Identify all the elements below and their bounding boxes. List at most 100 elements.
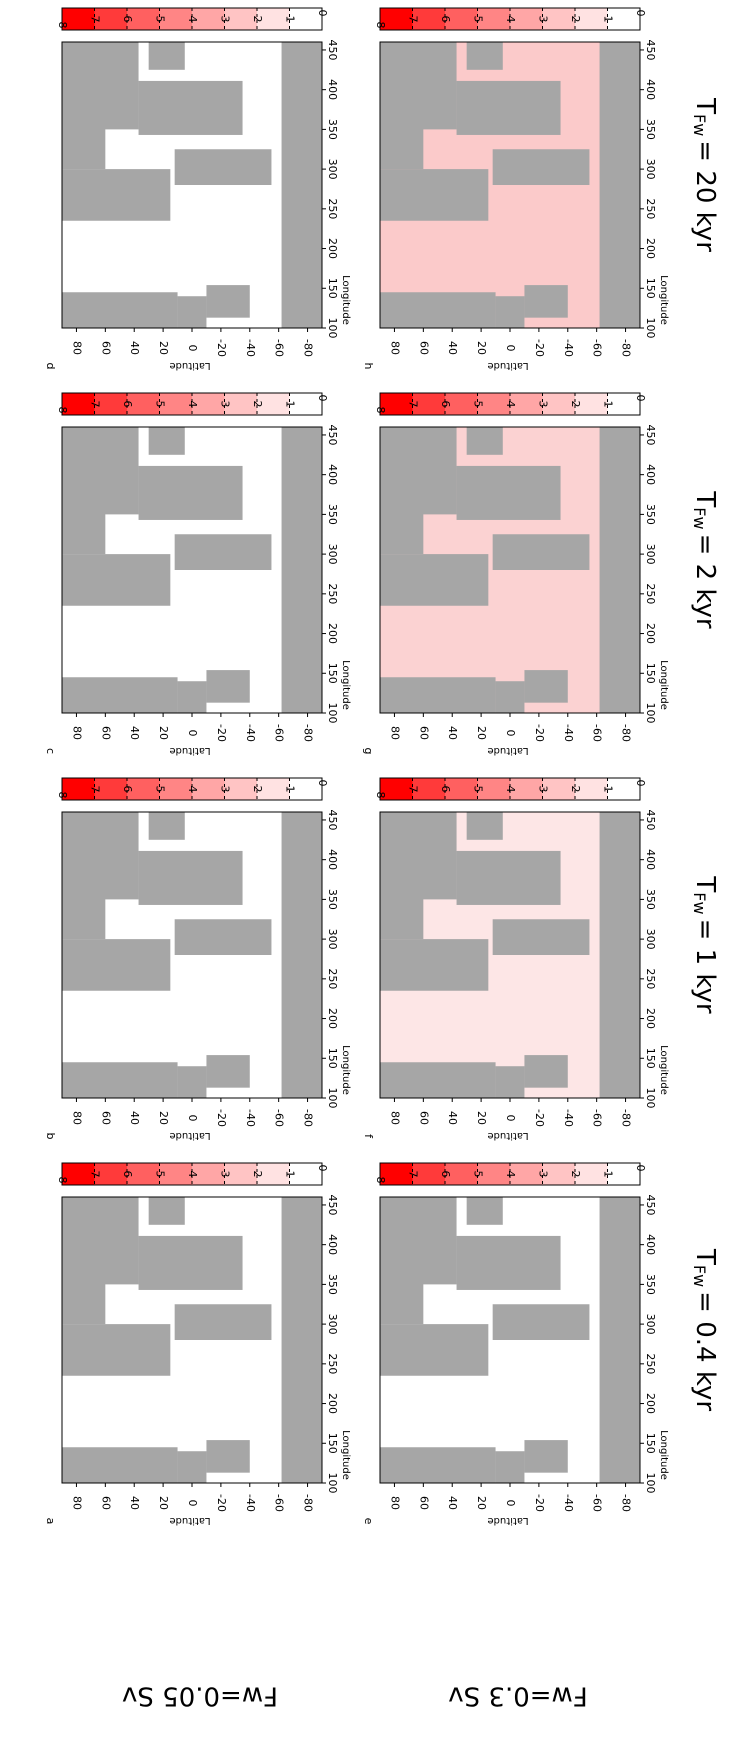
y-axis-label: Longitude xyxy=(658,1430,669,1480)
x-axis-label: Latitude xyxy=(487,1130,528,1141)
y-axis-label: Longitude xyxy=(658,275,669,325)
lat-tick-label: -60 xyxy=(591,724,604,742)
land xyxy=(380,1197,457,1285)
row-label: Fw=0.3 Sv xyxy=(448,1681,588,1711)
land xyxy=(599,812,640,1098)
lon-tick-label: 100 xyxy=(644,1088,657,1109)
colorbar-swatch xyxy=(127,393,160,415)
colorbar-swatch xyxy=(192,393,225,415)
colorbar-label: 6 xyxy=(121,401,134,408)
colorbar-swatch xyxy=(607,1163,640,1185)
colorbar-swatch xyxy=(575,8,608,30)
title-rest: = 20 kyr xyxy=(691,140,721,252)
lat-tick-label: -40 xyxy=(244,1109,257,1127)
lat-tick-label: -20 xyxy=(215,1109,228,1127)
colorbar-swatch xyxy=(445,778,478,800)
colorbar-label: 3 xyxy=(537,786,550,793)
lat-tick-label: -40 xyxy=(562,1109,575,1127)
colorbar-label: 5 xyxy=(154,1171,167,1178)
lat-tick-label: 80 xyxy=(388,726,401,740)
lat-tick-label: 80 xyxy=(388,341,401,355)
colorbar-label: 4 xyxy=(504,1171,517,1178)
x-axis-label: Latitude xyxy=(487,745,528,756)
colorbar-swatch xyxy=(224,778,257,800)
lon-tick-label: 400 xyxy=(326,849,339,870)
colorbar-swatch xyxy=(289,8,322,30)
colorbar-label: 3 xyxy=(219,786,232,793)
lon-tick-label: 150 xyxy=(326,1433,339,1454)
land xyxy=(174,919,272,955)
y-axis-label: Longitude xyxy=(340,1045,351,1095)
colorbar-swatch xyxy=(62,1163,95,1185)
land xyxy=(148,1197,185,1225)
lon-tick-label: 450 xyxy=(644,424,657,445)
panel-letter: c xyxy=(44,748,57,754)
land xyxy=(138,80,243,135)
lon-tick-label: 350 xyxy=(644,119,657,140)
land xyxy=(62,1062,178,1098)
colorbar-label: 6 xyxy=(439,786,452,793)
land xyxy=(599,1197,640,1483)
land xyxy=(281,42,322,328)
land xyxy=(62,42,139,130)
title-rest: = 2 kyr xyxy=(691,534,721,629)
lon-tick-label: 200 xyxy=(644,1008,657,1029)
lat-tick-label: 20 xyxy=(157,1496,170,1510)
title-main: T xyxy=(691,875,721,892)
lat-tick-label: 40 xyxy=(128,726,141,740)
lat-tick-label: -40 xyxy=(244,1494,257,1512)
colorbar-label: 8 xyxy=(56,407,69,414)
lon-tick-label: 450 xyxy=(644,809,657,830)
lon-tick-label: 200 xyxy=(644,238,657,259)
lat-tick-label: 60 xyxy=(417,341,430,355)
title-rest: = 1 kyr xyxy=(691,919,721,1014)
colorbar-label: 3 xyxy=(537,16,550,23)
lon-tick-label: 200 xyxy=(326,1393,339,1414)
colorbar-swatch xyxy=(127,778,160,800)
lon-tick-label: 250 xyxy=(644,1353,657,1374)
colorbar-label: 7 xyxy=(407,16,420,23)
lon-tick-label: 200 xyxy=(644,1393,657,1414)
land xyxy=(62,169,171,221)
land xyxy=(495,681,525,713)
colorbar-label: 4 xyxy=(504,401,517,408)
colorbar-swatch xyxy=(127,8,160,30)
land xyxy=(206,670,250,703)
title-sub: Fw xyxy=(691,1265,710,1287)
lon-tick-label: 300 xyxy=(326,929,339,950)
panel-letter: a xyxy=(44,1518,57,1525)
land xyxy=(599,427,640,713)
colorbar-label: 5 xyxy=(472,16,485,23)
lat-tick-label: 80 xyxy=(388,1111,401,1125)
colorbar-label: 2 xyxy=(569,401,582,408)
colorbar-swatch xyxy=(257,778,290,800)
lat-tick-label: 40 xyxy=(446,1496,459,1510)
lat-tick-label: 40 xyxy=(446,1111,459,1125)
land xyxy=(380,42,457,130)
lon-tick-label: 350 xyxy=(326,889,339,910)
colorbar-label: 5 xyxy=(154,786,167,793)
lat-tick-label: -20 xyxy=(215,339,228,357)
title-sub: Fw xyxy=(691,114,710,136)
land xyxy=(148,427,185,455)
lon-tick-label: 100 xyxy=(644,1473,657,1494)
y-axis-label: Longitude xyxy=(340,275,351,325)
lat-tick-label: -20 xyxy=(533,339,546,357)
land xyxy=(492,919,590,955)
lat-tick-label: -80 xyxy=(620,1109,633,1127)
colorbar-label: 5 xyxy=(154,401,167,408)
lat-tick-label: -40 xyxy=(562,339,575,357)
land xyxy=(466,427,503,455)
land xyxy=(206,1055,250,1088)
colorbar-swatch xyxy=(607,393,640,415)
colorbar-label: 7 xyxy=(89,1171,102,1178)
colorbar-swatch xyxy=(159,1163,192,1185)
colorbar-label: 1 xyxy=(284,1171,297,1178)
colorbar-swatch xyxy=(510,1163,543,1185)
colorbar-label: 0 xyxy=(634,395,647,402)
colorbar-label: 2 xyxy=(251,401,264,408)
colorbar-label: 1 xyxy=(602,16,615,23)
colorbar-label: 5 xyxy=(472,786,485,793)
colorbar-swatch xyxy=(62,8,95,30)
colorbar-label: 4 xyxy=(504,786,517,793)
